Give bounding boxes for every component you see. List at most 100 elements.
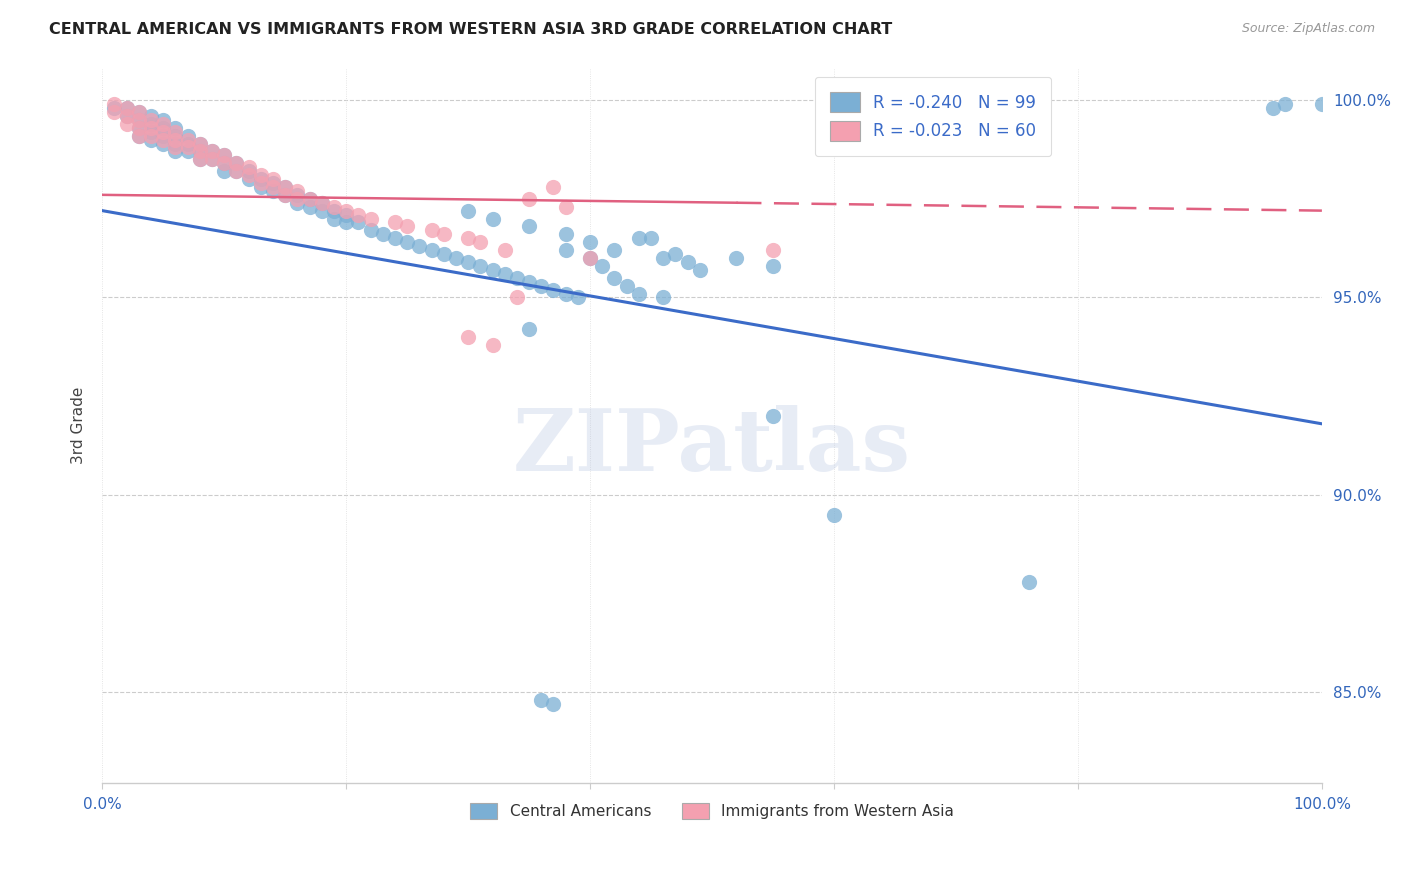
Point <box>725 251 748 265</box>
Point <box>627 231 650 245</box>
Point <box>335 208 357 222</box>
Legend: Central Americans, Immigrants from Western Asia: Central Americans, Immigrants from Weste… <box>464 797 960 825</box>
Point <box>165 120 187 135</box>
Point <box>360 211 382 226</box>
Point <box>165 128 187 143</box>
Point <box>554 200 576 214</box>
Point <box>165 125 187 139</box>
Point <box>201 145 224 159</box>
Point <box>554 243 576 257</box>
Point <box>506 270 529 285</box>
Point <box>323 203 346 218</box>
Point <box>627 286 650 301</box>
Point <box>152 128 174 143</box>
Point <box>543 180 565 194</box>
Point <box>554 227 576 242</box>
Point <box>128 112 150 127</box>
Point <box>139 112 162 127</box>
Point <box>139 125 162 139</box>
Point <box>470 235 492 250</box>
Point <box>225 164 247 178</box>
Point <box>165 132 187 146</box>
Point <box>311 203 333 218</box>
Point <box>689 263 711 277</box>
Point <box>616 278 638 293</box>
Point <box>652 251 675 265</box>
Point <box>238 172 260 186</box>
Text: CENTRAL AMERICAN VS IMMIGRANTS FROM WESTERN ASIA 3RD GRADE CORRELATION CHART: CENTRAL AMERICAN VS IMMIGRANTS FROM WEST… <box>49 22 893 37</box>
Point <box>152 136 174 151</box>
Point <box>176 145 198 159</box>
Point <box>762 259 785 273</box>
Point <box>494 267 516 281</box>
Point <box>165 145 187 159</box>
Point <box>494 243 516 257</box>
Point <box>433 227 456 242</box>
Point <box>1018 574 1040 589</box>
Point <box>249 172 271 186</box>
Point <box>262 184 284 198</box>
Point <box>652 291 675 305</box>
Point <box>274 180 297 194</box>
Point <box>360 223 382 237</box>
Point <box>640 231 662 245</box>
Point <box>420 223 443 237</box>
Point <box>457 231 479 245</box>
Point <box>664 247 686 261</box>
Point <box>188 136 211 151</box>
Point <box>176 136 198 151</box>
Point <box>165 140 187 154</box>
Point <box>238 168 260 182</box>
Point <box>176 132 198 146</box>
Point <box>603 270 626 285</box>
Point <box>433 247 456 261</box>
Point <box>1261 101 1284 115</box>
Point <box>591 259 613 273</box>
Point <box>188 145 211 159</box>
Point <box>530 693 553 707</box>
Point <box>579 251 602 265</box>
Point <box>762 243 785 257</box>
Point <box>579 251 602 265</box>
Point <box>396 219 419 234</box>
Point <box>554 286 576 301</box>
Point <box>212 156 235 170</box>
Point <box>188 145 211 159</box>
Point <box>323 211 346 226</box>
Point <box>335 203 357 218</box>
Point <box>274 180 297 194</box>
Point <box>579 235 602 250</box>
Point <box>335 215 357 229</box>
Point <box>212 148 235 162</box>
Point <box>262 180 284 194</box>
Point <box>176 140 198 154</box>
Point <box>543 283 565 297</box>
Point <box>188 153 211 167</box>
Point <box>274 187 297 202</box>
Point <box>249 168 271 182</box>
Point <box>201 153 224 167</box>
Point <box>103 97 125 112</box>
Point <box>212 156 235 170</box>
Point <box>323 200 346 214</box>
Point <box>347 215 370 229</box>
Point <box>285 184 308 198</box>
Point <box>396 235 419 250</box>
Point <box>152 125 174 139</box>
Point <box>384 231 406 245</box>
Point <box>152 117 174 131</box>
Point <box>371 227 394 242</box>
Point <box>115 109 138 123</box>
Text: ZIPatlas: ZIPatlas <box>513 405 911 489</box>
Point <box>139 120 162 135</box>
Point <box>225 164 247 178</box>
Point <box>285 187 308 202</box>
Point <box>298 192 321 206</box>
Text: Source: ZipAtlas.com: Source: ZipAtlas.com <box>1241 22 1375 36</box>
Point <box>128 128 150 143</box>
Point <box>152 120 174 135</box>
Point <box>115 101 138 115</box>
Point <box>139 132 162 146</box>
Point <box>530 278 553 293</box>
Point <box>274 187 297 202</box>
